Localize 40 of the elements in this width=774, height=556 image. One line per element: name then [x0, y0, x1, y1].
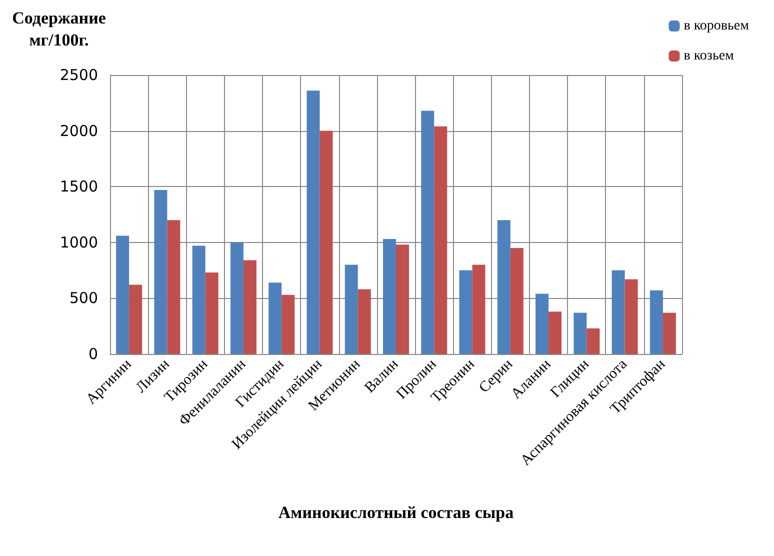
bar: [320, 130, 333, 354]
bar: [586, 328, 600, 354]
bar: [129, 284, 142, 354]
bar: [243, 260, 256, 354]
bar: [282, 294, 295, 354]
bar: [358, 289, 371, 354]
y-tick-label: 2500: [60, 66, 98, 84]
bar: [434, 126, 448, 354]
bar: [510, 248, 524, 354]
bar: [662, 312, 676, 354]
bar: [548, 312, 562, 354]
bar: [396, 244, 409, 354]
bar: [574, 312, 587, 354]
y-tick-label: 1000: [60, 233, 98, 252]
legend-label: в коровьем: [684, 18, 750, 34]
bar: [230, 242, 244, 354]
y-axis-title: Содержание мг/100г.: [12, 8, 106, 50]
bar: [383, 239, 396, 354]
x-axis-title: Аминокислотный состав сыра: [278, 503, 514, 522]
bar: [472, 264, 486, 354]
bar: [268, 282, 282, 354]
bar: [536, 294, 549, 354]
bar: [154, 190, 168, 354]
bar: [421, 110, 434, 354]
y-tick-label: 1500: [60, 178, 98, 196]
bar: [459, 270, 472, 354]
bar: [205, 272, 218, 354]
legend-label: в козьем: [684, 48, 734, 64]
bar: [192, 246, 206, 354]
y-tick-label: 500: [69, 289, 98, 308]
bar: [624, 279, 638, 354]
y-tick-label: 0: [88, 345, 98, 363]
bar: [306, 90, 320, 354]
bar: [650, 290, 663, 354]
bar: [612, 270, 625, 354]
y-tick-label: 2000: [60, 122, 98, 140]
bar: [116, 236, 130, 354]
bar: [344, 264, 358, 354]
bar: [497, 220, 510, 354]
bar: [167, 220, 180, 354]
